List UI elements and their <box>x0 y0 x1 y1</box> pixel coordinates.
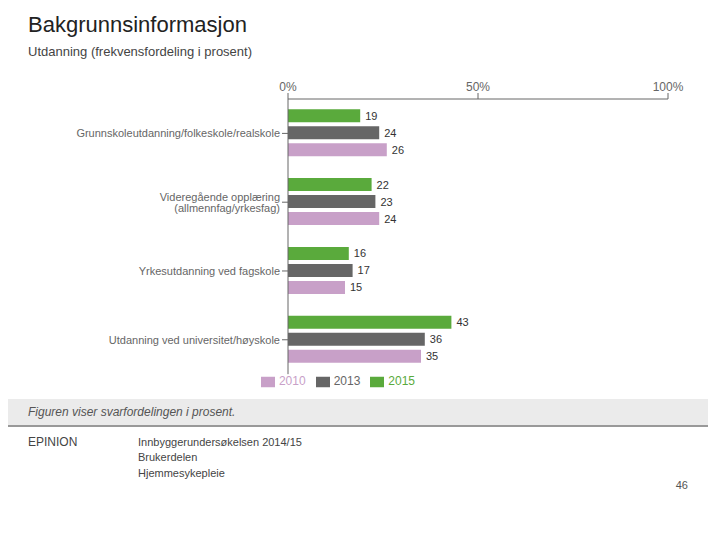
svg-text:36: 36 <box>430 333 442 345</box>
svg-text:Videregående opplæring(allmenn: Videregående opplæring(allmennfag/yrkesf… <box>160 191 280 214</box>
html-text:EPINION: EPINION <box>28 435 78 449</box>
svg-text:Yrkesutdanning ved fagskole: Yrkesutdanning ved fagskole <box>139 265 280 277</box>
html-text:2010: 2010 <box>278 374 306 389</box>
svg-text:26: 26 <box>392 144 404 156</box>
svg-text:19: 19 <box>365 110 377 122</box>
html-text:Innbyggerundersøkelsen 2014/15: Innbyggerundersøkelsen 2014/15 Brukerdel… <box>138 436 302 479</box>
svg-text:22: 22 <box>377 179 389 191</box>
svg-text:0%: 0% <box>279 80 297 94</box>
svg-text:43: 43 <box>456 316 468 328</box>
svg-text:23: 23 <box>380 196 392 208</box>
svg-text:Grunnskoleutdanning/folkeskole: Grunnskoleutdanning/folkeskole/realskole <box>76 127 280 139</box>
html-text:2015: 2015 <box>388 374 415 389</box>
svg-text:35: 35 <box>426 350 438 362</box>
svg-text:15: 15 <box>350 281 362 293</box>
svg-text:100%: 100% <box>653 80 684 94</box>
svg-text:24: 24 <box>384 127 396 139</box>
svg-text:Utdanning ved universitet/høys: Utdanning ved universitet/høyskole <box>109 334 280 346</box>
html-text:46: 46 <box>675 479 688 491</box>
html-text:Bakgrunnsinformasjon: Bakgrunnsinformasjon <box>28 12 247 37</box>
svg-text:16: 16 <box>354 247 366 259</box>
html-text:Utdanning (frekvensfordeling i: Utdanning (frekvensfordeling i prosent) <box>28 44 252 59</box>
svg-text:17: 17 <box>358 264 370 276</box>
html-text:Figuren viser svarfordelingen: Figuren viser svarfordelingen i prosent. <box>28 405 236 419</box>
html-text:2013: 2013 <box>333 374 361 389</box>
svg-text:24: 24 <box>384 213 396 225</box>
svg-text:50%: 50% <box>466 80 490 94</box>
